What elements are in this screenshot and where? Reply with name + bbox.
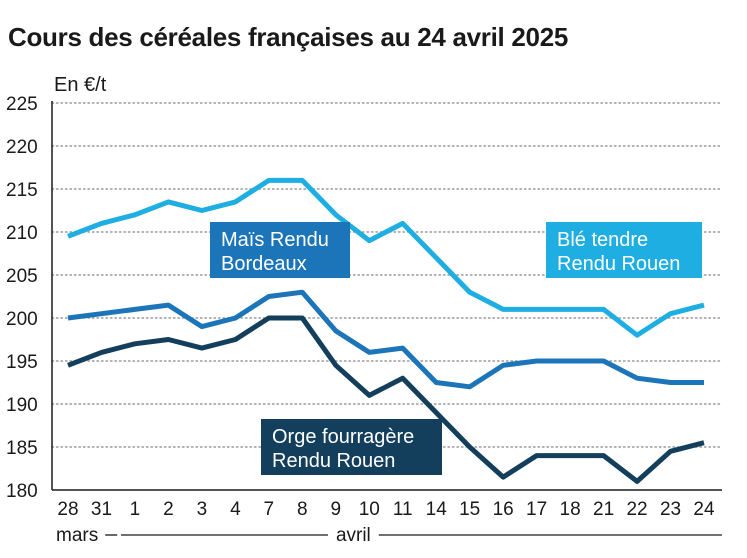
x-tick-label: 3	[197, 499, 208, 520]
x-tick-label: 15	[459, 499, 480, 520]
series-line-1	[67, 177, 705, 338]
x-tick-label: 2	[163, 499, 174, 520]
x-tick-label: 11	[393, 499, 413, 520]
x-tick-label: 16	[493, 499, 514, 520]
x-tick-label: 18	[560, 499, 581, 520]
x-tick-label: 7	[264, 499, 275, 520]
series-label-box	[546, 222, 702, 278]
x-tick-label: 14	[426, 499, 448, 520]
series-label-text: Orge fourragère	[272, 426, 414, 448]
series-label-text: Rendu Rouen	[557, 253, 680, 275]
y-tick-label: 200	[6, 309, 38, 330]
y-tick-label: 220	[6, 137, 38, 158]
x-tick-label: 9	[331, 499, 342, 520]
x-tick-label: 8	[297, 499, 308, 520]
x-tick-label: 21	[593, 499, 614, 520]
x-tick-label: 1	[130, 499, 141, 520]
series-line-3	[67, 315, 705, 484]
series-label-box	[210, 222, 350, 278]
x-tick-label: 17	[526, 499, 547, 520]
x-tick-label: 22	[626, 499, 647, 520]
y-axis-label: En €/t	[54, 74, 107, 96]
series-label-text: Maïs Rendu	[221, 229, 329, 251]
x-tick-label: 4	[230, 499, 241, 520]
y-tick-label: 185	[6, 438, 38, 459]
x-tick-label: 23	[660, 499, 681, 520]
x-tick-label: 28	[57, 499, 78, 520]
y-tick-label: 195	[6, 352, 38, 373]
month-label: avril	[336, 525, 371, 546]
series-label-box	[261, 419, 442, 475]
x-tick-label: 24	[693, 499, 715, 520]
y-tick-label: 205	[6, 266, 38, 287]
month-label: mars	[56, 525, 98, 546]
x-tick-label: 10	[359, 499, 380, 520]
y-tick-label: 225	[6, 94, 38, 115]
series-line-2	[67, 289, 704, 390]
series-label-text: Rendu Rouen	[272, 450, 395, 472]
y-tick-label: 210	[6, 223, 38, 244]
x-tick-label: 31	[91, 499, 112, 520]
y-tick-label: 180	[6, 481, 38, 502]
y-tick-label: 190	[6, 395, 38, 416]
y-tick-label: 215	[6, 180, 38, 201]
series-label-text: Bordeaux	[221, 253, 307, 275]
series-label-text: Blé tendre	[557, 229, 648, 251]
chart-title: Cours des céréales françaises au 24 avri…	[8, 22, 569, 52]
